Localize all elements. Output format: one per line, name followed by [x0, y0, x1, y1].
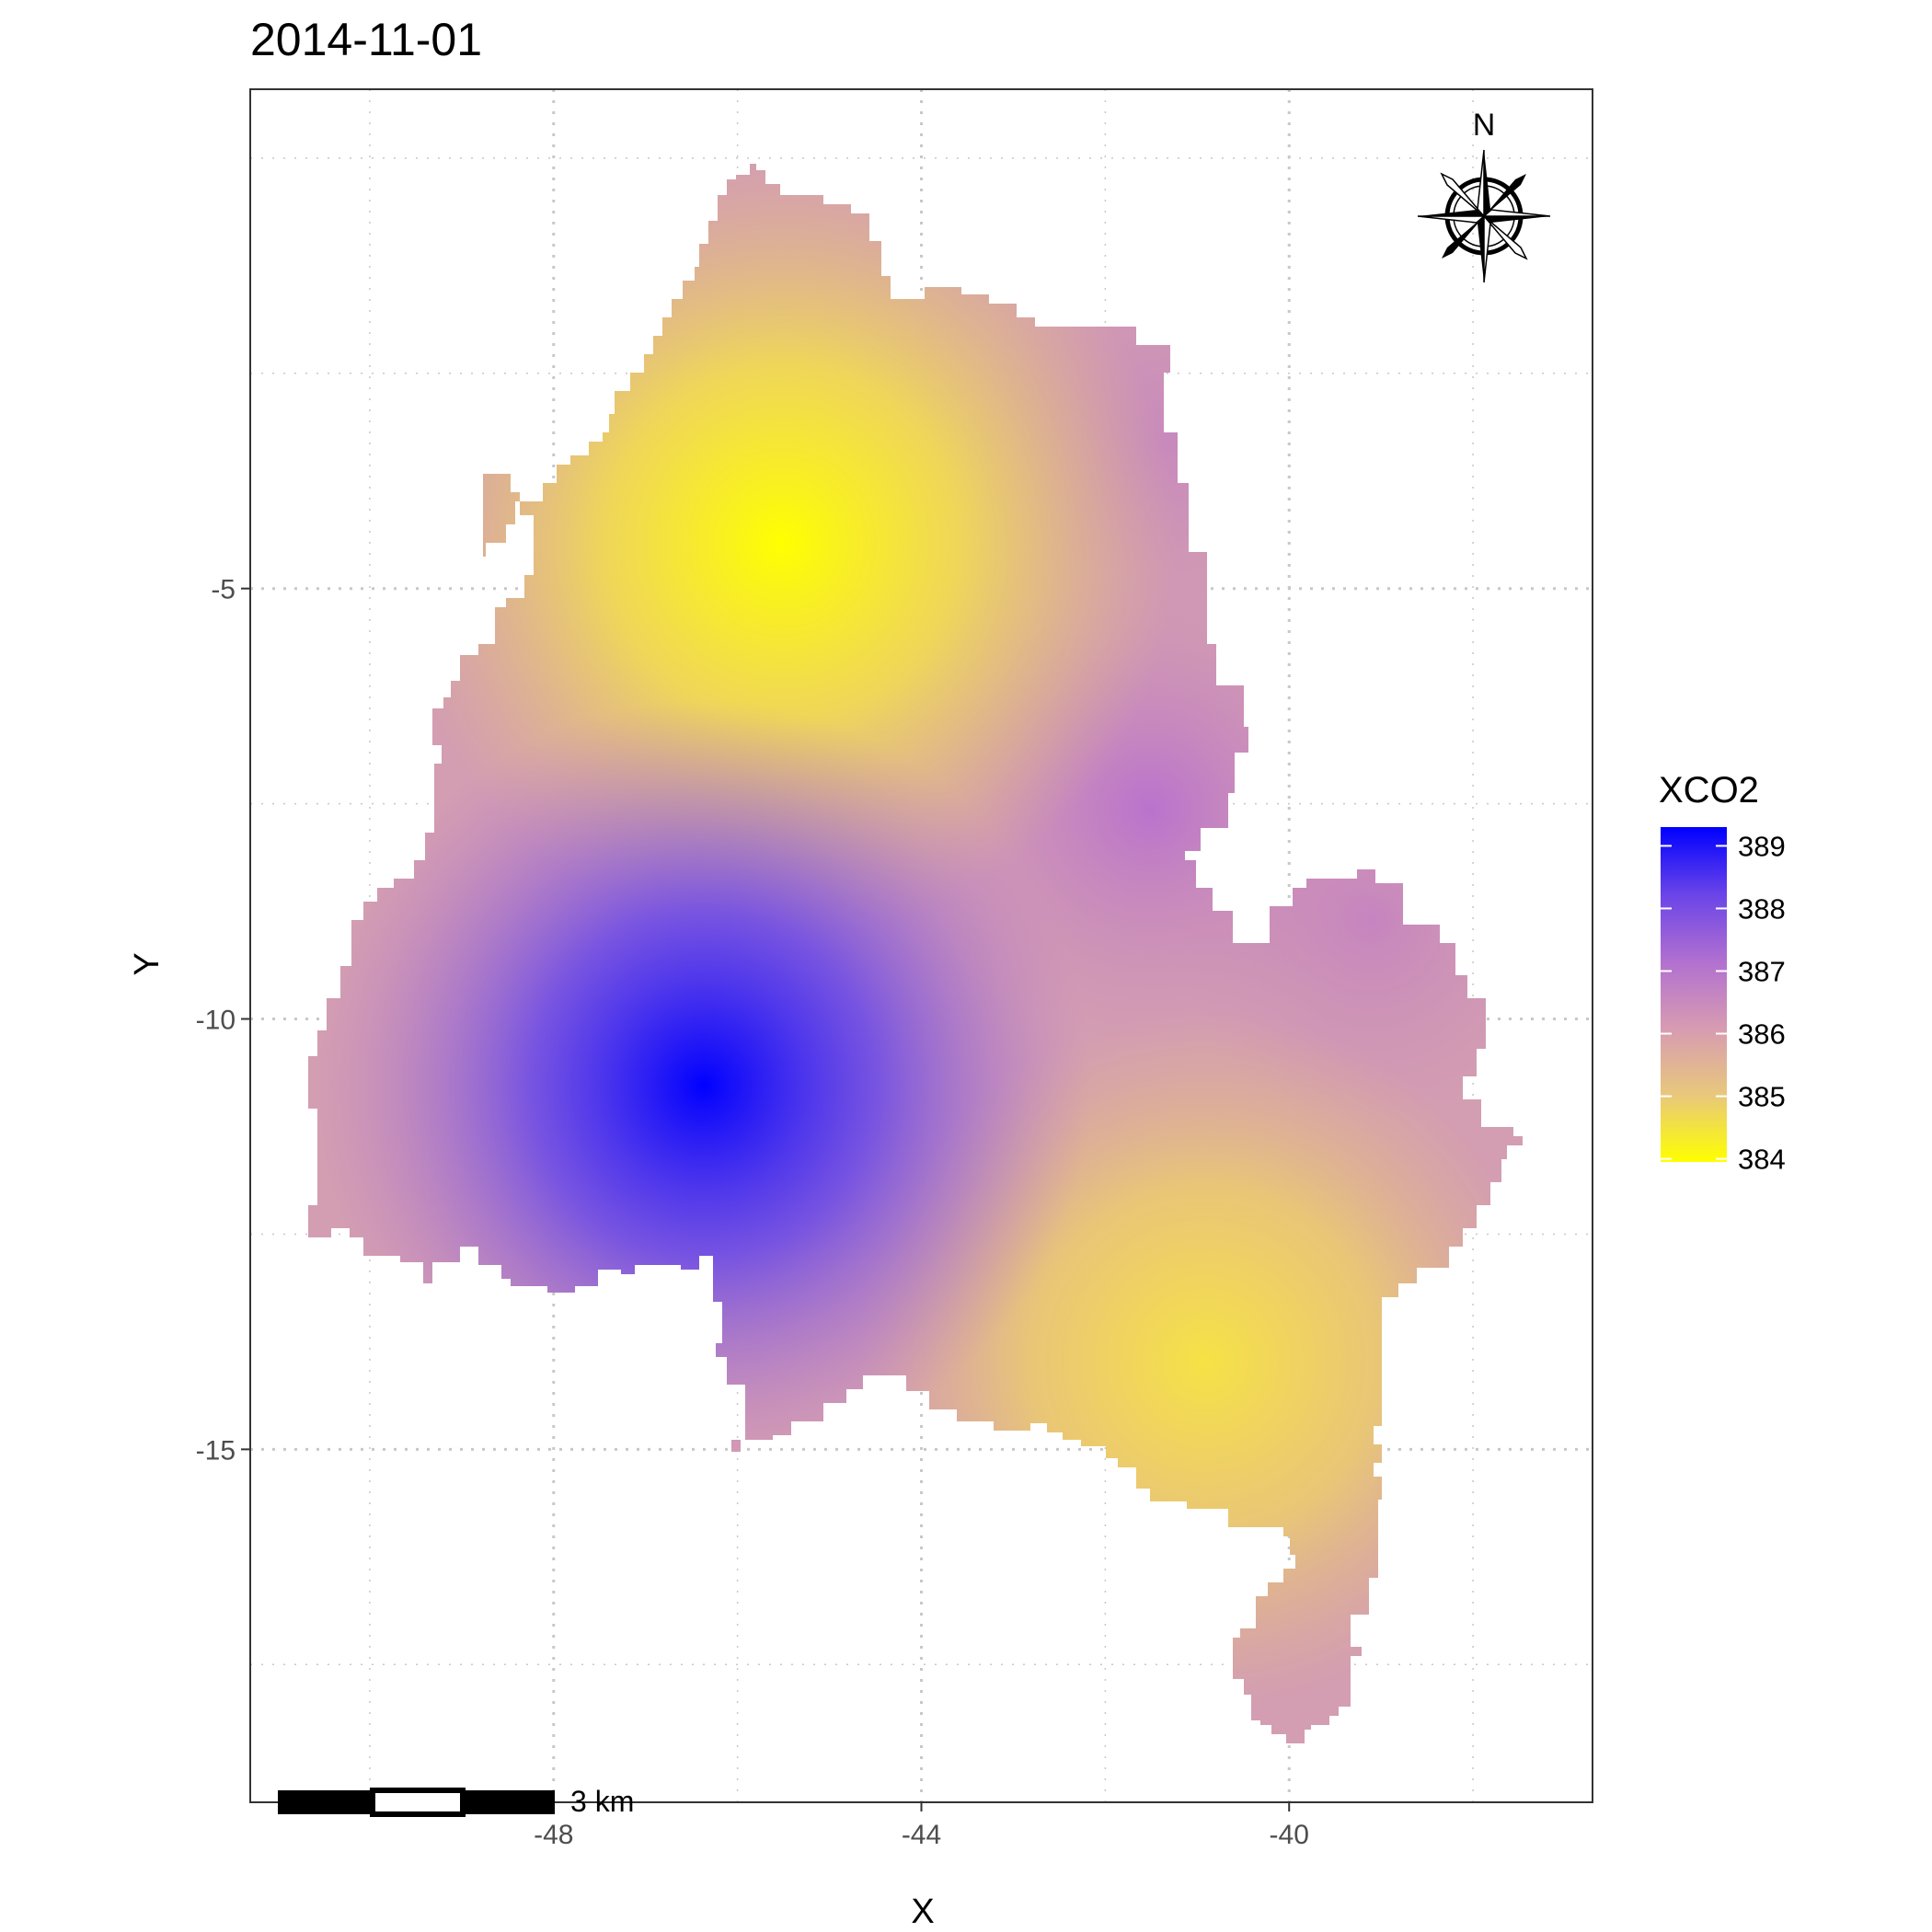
y-axis-title: Y — [128, 952, 167, 975]
x-tick-label: -40 — [1270, 1820, 1309, 1850]
x-tick-label: -44 — [902, 1820, 941, 1850]
chart-title: 2014-11-01 — [250, 14, 482, 65]
y-tick-label: -15 — [196, 1435, 236, 1466]
compass-minor-points-icon — [1440, 172, 1528, 260]
scale-bar-segment-1 — [278, 1790, 373, 1814]
x-axis: -48 -44 -40 — [534, 1802, 1309, 1850]
legend-colorbar — [1661, 827, 1727, 1162]
legend-title: XCO2 — [1659, 770, 1759, 811]
legend-label: 388 — [1738, 892, 1786, 925]
scale-bar: 3 km — [278, 1785, 634, 1818]
y-tick-label: -10 — [196, 1006, 236, 1036]
compass-star-icon — [1417, 149, 1551, 283]
y-axis: -5 -10 -15 — [196, 575, 250, 1466]
legend-label: 389 — [1738, 830, 1786, 862]
y-tick-label: -5 — [211, 575, 236, 605]
scale-bar-segment-3 — [463, 1790, 555, 1814]
legend-label: 384 — [1738, 1144, 1786, 1176]
north-arrow: N — [1417, 108, 1551, 283]
legend-label: 387 — [1738, 955, 1786, 987]
legend: XCO2 389 388 387 386 385 384 — [1659, 770, 1786, 1176]
x-tick-label: -48 — [534, 1820, 573, 1850]
scale-bar-segment-2 — [370, 1788, 466, 1817]
north-arrow-label: N — [1473, 108, 1496, 143]
legend-ticks: 389 388 387 386 385 384 — [1661, 830, 1786, 1176]
legend-label: 385 — [1738, 1081, 1786, 1113]
scale-bar-label: 3 km — [570, 1785, 634, 1818]
legend-label: 386 — [1738, 1018, 1786, 1051]
x-axis-title: X — [911, 1892, 934, 1931]
